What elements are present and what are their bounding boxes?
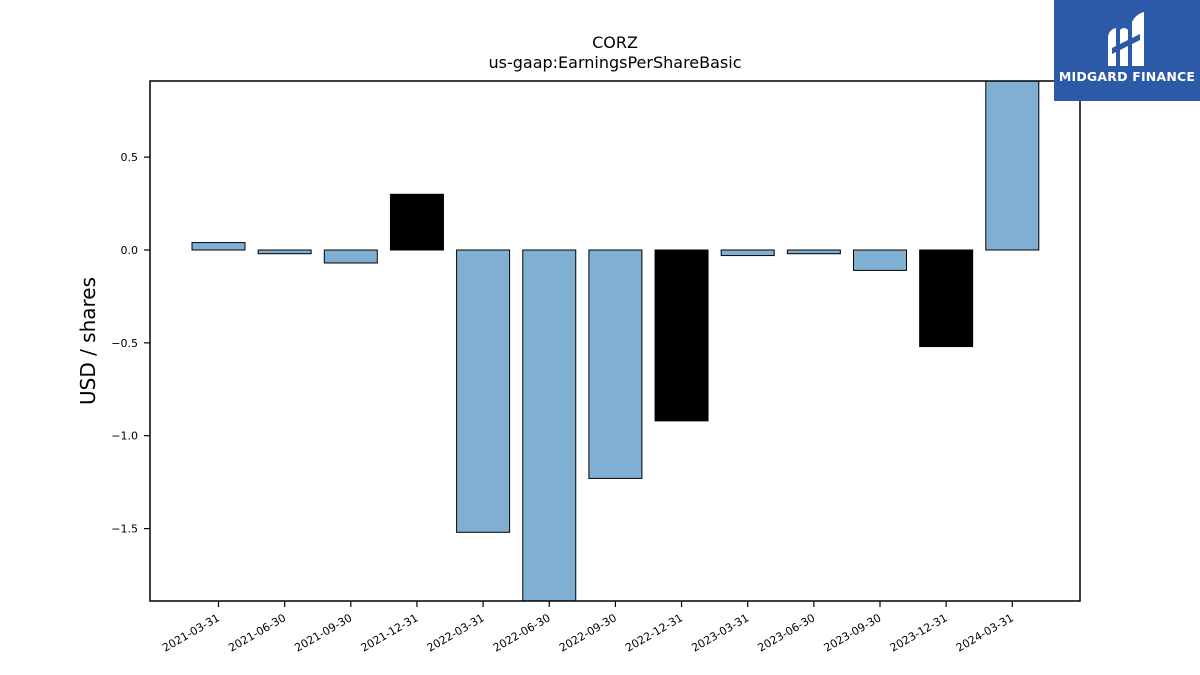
chart-title: CORZ (592, 33, 638, 52)
y-tick-label: −0.5 (111, 337, 138, 350)
x-tick-label: 2023-03-31 (689, 611, 751, 654)
bar-2021-09-30 (323, 249, 378, 264)
x-tick-label: 2022-12-31 (623, 611, 685, 654)
y-tick-label: 0.0 (121, 244, 139, 257)
x-tick-label: 2022-09-30 (557, 611, 619, 654)
bar-2023-06-30 (786, 249, 841, 255)
x-tick-label: 2021-06-30 (226, 611, 288, 654)
bar-2022-12-31 (654, 249, 709, 422)
bar-2022-09-30 (588, 249, 643, 479)
midgard-logo-icon (1108, 12, 1144, 66)
bars-group (191, 81, 1040, 601)
bar-2021-03-31 (191, 242, 246, 251)
bar-2022-06-30 (522, 249, 577, 601)
x-tick-label: 2023-09-30 (822, 611, 884, 654)
x-tick-label: 2022-03-31 (425, 611, 487, 654)
y-axis-ticks: 0.5 0.0 −0.5 −1.0 −1.5 (111, 151, 150, 536)
midgard-finance-logo: MIDGARD FINANCE (1054, 0, 1200, 101)
y-axis-label: USD / shares (76, 277, 100, 405)
x-axis-ticks: 2021-03-31 2021-06-30 2021-09-30 2021-12-31… (160, 601, 1016, 655)
bar-2021-12-31 (389, 193, 444, 251)
bar-2021-06-30 (257, 249, 312, 255)
plot-frame (149, 80, 1081, 602)
bar-2023-12-31 (919, 249, 974, 348)
x-tick-label: 2022-06-30 (491, 611, 553, 654)
x-tick-label: 2023-12-31 (888, 611, 950, 654)
x-tick-label: 2021-09-30 (292, 611, 354, 654)
x-tick-label: 2021-03-31 (160, 611, 222, 654)
x-tick-label: 2024-03-31 (954, 611, 1016, 654)
logo-text: MIDGARD FINANCE (1058, 69, 1196, 84)
bar-2022-03-31 (456, 249, 511, 533)
y-tick-label: 0.5 (121, 151, 139, 164)
y-tick-label: −1.5 (111, 523, 138, 536)
bar-2024-03-31 (985, 81, 1040, 251)
chart-subtitle: us-gaap:EarningsPerShareBasic (488, 53, 741, 72)
x-tick-label: 2021-12-31 (359, 611, 421, 654)
bar-2023-09-30 (853, 249, 907, 271)
x-tick-label: 2023-06-30 (755, 611, 817, 654)
y-tick-label: −1.0 (111, 430, 138, 443)
bar-2023-03-31 (720, 249, 775, 257)
